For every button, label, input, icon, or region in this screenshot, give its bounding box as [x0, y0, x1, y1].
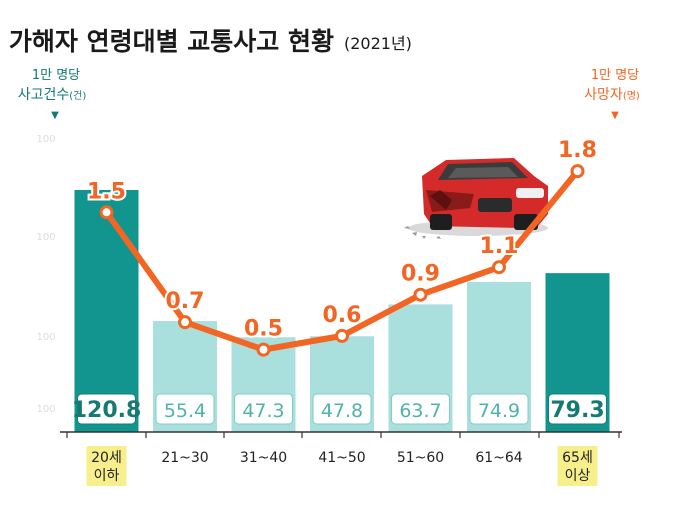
right-unit-arrow: ▼ — [611, 110, 619, 121]
line-point — [178, 315, 192, 330]
category-label: 51~60 — [397, 450, 444, 466]
bar-value-label: 47.8 — [321, 400, 363, 422]
bar-value-label: 79.3 — [550, 398, 604, 423]
category-label: 41~50 — [318, 450, 365, 466]
damaged-car-icon — [404, 158, 548, 239]
value-boxes-layer: 120.8 55.4 47.3 47.8 63.7 74.9 79.3 — [72, 393, 607, 425]
bar-value-label: 63.7 — [399, 400, 441, 422]
left-tick-label: 100 — [36, 332, 55, 343]
line-point — [413, 287, 428, 302]
line-value-label: 0.6 — [323, 303, 362, 328]
value-box — [312, 393, 372, 425]
category-label: 21~30 — [161, 450, 208, 466]
bar-value-label: 55.4 — [164, 400, 206, 422]
category-label: 61~64 — [475, 450, 522, 466]
line-value-label: 1.8 — [558, 138, 597, 163]
bar — [74, 190, 139, 432]
line-value-label: 1.1 — [480, 234, 519, 259]
left-unit-line1: 1만 명당 — [32, 68, 80, 83]
line-value-label: 0.7 — [166, 289, 205, 314]
category-label: 65세 — [562, 450, 593, 466]
chart-title: 가해자 연령대별 교통사고 현황 — [9, 27, 334, 56]
line-value-label: 0.9 — [401, 262, 440, 287]
value-box — [234, 393, 293, 425]
bar-value-label: 47.3 — [242, 400, 284, 422]
line-point — [570, 164, 585, 179]
category-highlight — [86, 446, 127, 486]
category-label: 이상 — [565, 468, 591, 484]
left-unit-arrow: ▼ — [51, 110, 59, 121]
category-label: 31~40 — [240, 450, 287, 466]
category-label: 20세 — [91, 450, 122, 466]
right-unit-line1: 1만 명당 — [591, 68, 639, 83]
value-box — [548, 393, 607, 425]
left-tick-label: 100 — [36, 232, 55, 243]
line-point — [99, 205, 114, 220]
line-point — [492, 260, 506, 275]
left-unit-line2: 사고건수(건) — [18, 87, 87, 103]
line-value-label: 0.5 — [244, 317, 283, 342]
chart-title-year: (2021년) — [344, 34, 412, 53]
left-tick-label: 100 — [36, 134, 55, 145]
bar-value-label: 120.8 — [72, 398, 142, 423]
line-point — [256, 342, 271, 357]
category-highlight — [557, 446, 598, 486]
left-tick-label: 100 — [36, 404, 55, 415]
value-box — [155, 393, 215, 425]
line-layer: 1.5 0.7 0.5 0.6 0.9 1.1 1.8 — [85, 136, 599, 357]
value-box — [391, 393, 450, 425]
line-value-label: 1.5 — [87, 179, 126, 204]
line-point — [335, 328, 349, 343]
x-axis — [60, 431, 622, 438]
value-box — [77, 393, 136, 425]
bar-value-label: 74.9 — [478, 400, 520, 422]
category-label: 이하 — [94, 468, 120, 484]
value-box — [469, 393, 529, 425]
right-unit-line2: 사망자(명) — [584, 87, 640, 103]
